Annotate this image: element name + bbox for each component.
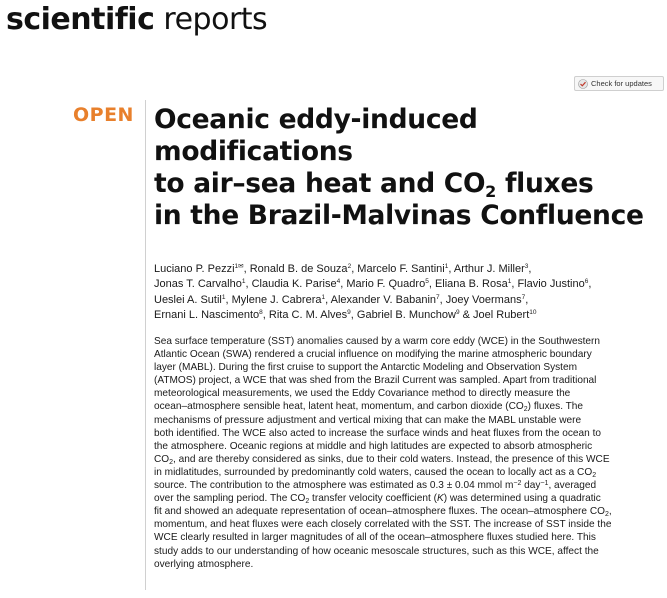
abstract-line: ocean–atmosphere sensible heat, latent h… <box>154 401 584 414</box>
abstract-line: study adds to our understanding of how o… <box>154 545 599 557</box>
abstract-line: in midlatitudes, surrounded by predomina… <box>154 466 597 479</box>
author-list: Luciano P. Pezzi1✉, Ronald B. de Souza2,… <box>154 262 659 324</box>
abstract: Sea surface temperature (SST) anomalies … <box>154 335 660 571</box>
abstract-line: over the sampling period. The CO2 transf… <box>154 493 601 506</box>
abstract-line: Atlantic Ocean (SWA) rendered a crucial … <box>154 349 592 361</box>
title-line: modifications <box>154 136 353 167</box>
abstract-line: layer (MABL). During the first cruise to… <box>154 362 578 374</box>
abstract-line: meteorological measurements, we used the… <box>154 388 571 400</box>
abstract-line: the atmosphere. Oceanic regions at middl… <box>154 440 593 452</box>
abstract-line: both identified. The WCE also acted to i… <box>154 427 601 439</box>
author-line: Luciano P. Pezzi1✉, Ronald B. de Souza2,… <box>154 263 532 275</box>
author-line: Jonas T. Carvalho1, Claudia K. Parise4, … <box>154 278 592 291</box>
abstract-line: WCE clearly resulted in larger magnitude… <box>154 532 596 544</box>
journal-name-regular: reports <box>154 2 268 37</box>
check-for-updates-button[interactable]: Check for updates <box>574 76 664 91</box>
author-link[interactable]: Luciano P. Pezzi <box>154 263 235 275</box>
journal-name-bold: scientific <box>6 2 155 37</box>
abstract-line: CO2, and are thereby considered as sinks… <box>154 453 610 466</box>
author-line: Ernani L. Nascimento8, Rita C. M. Alves9… <box>154 309 537 322</box>
open-access-label: OPEN <box>73 104 134 126</box>
title-line: Oceanic eddy-induced <box>154 104 478 135</box>
abstract-line: source. The contribution to the atmosphe… <box>154 480 597 492</box>
title-line: in the Brazil-Malvinas Confluence <box>154 200 644 231</box>
abstract-line: fit and showed an adequate representatio… <box>154 506 612 519</box>
journal-logo: scientific reports <box>6 0 268 40</box>
author-line: Ueslei A. Sutil1, Mylene J. Cabrera1, Al… <box>154 293 529 306</box>
abstract-line: mechanisms of pressure adjustment and ve… <box>154 414 582 426</box>
divider-line <box>145 100 146 590</box>
abstract-line: overlying atmosphere. <box>154 558 254 570</box>
abstract-line: momentum, and heat fluxes were each clos… <box>154 519 612 531</box>
abstract-line: Sea surface temperature (SST) anomalies … <box>154 336 601 347</box>
abstract-line: (ATMOS) project, a WCE that was shed fro… <box>154 375 597 387</box>
title-line: to air–sea heat and CO2 fluxes <box>154 168 594 201</box>
check-for-updates-label: Check for updates <box>591 79 652 88</box>
article-title: Oceanic eddy-induced modifications to ai… <box>154 104 654 232</box>
crossmark-icon <box>578 78 588 89</box>
